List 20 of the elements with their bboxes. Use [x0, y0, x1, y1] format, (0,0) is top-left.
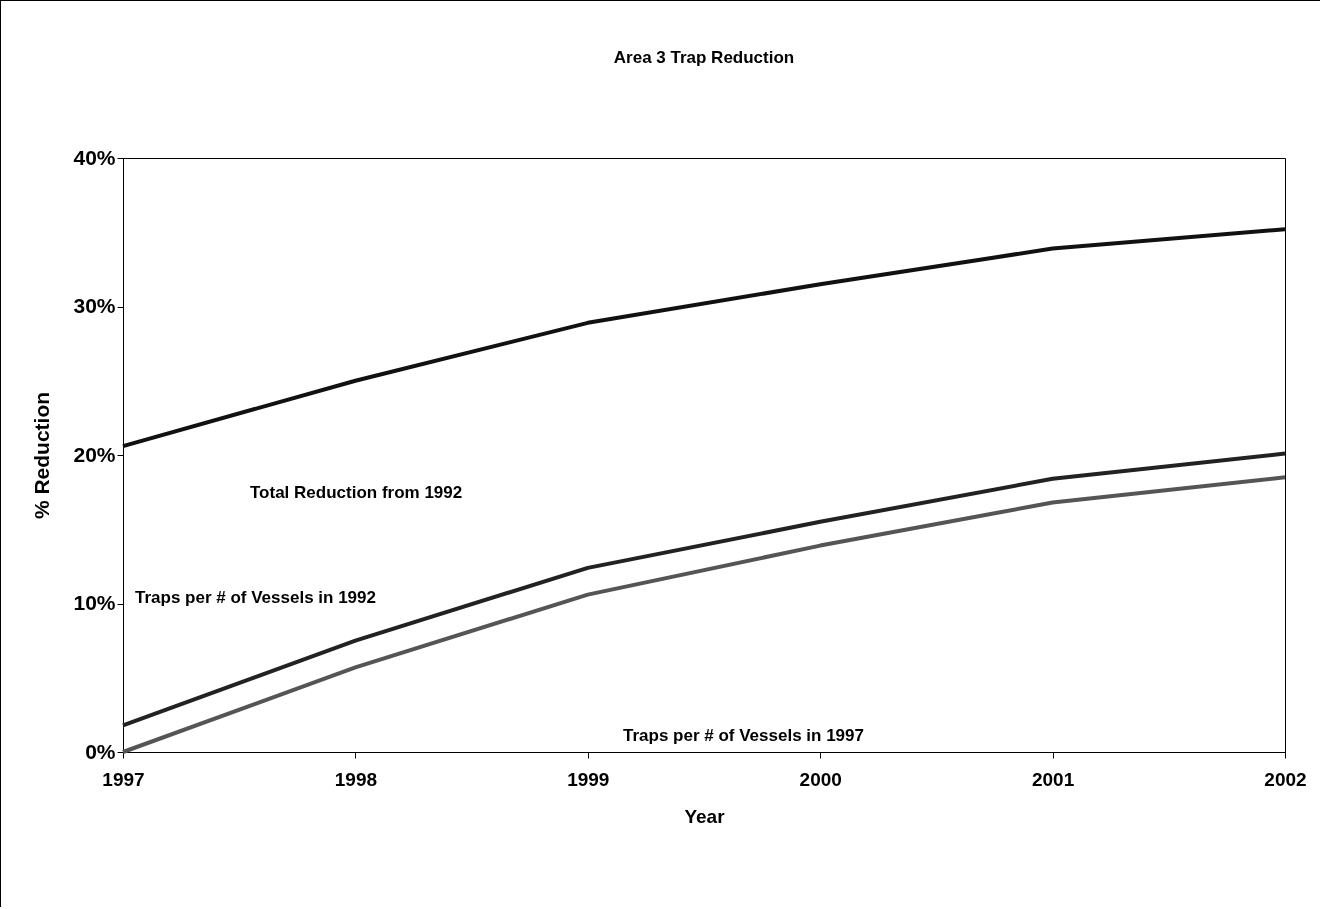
x-tick-label: 2000 [799, 768, 842, 790]
x-tick-label: 1998 [334, 768, 378, 790]
x-tick-label: 1997 [102, 768, 145, 790]
y-axis-title: % Reduction [30, 391, 54, 520]
line-series [121, 475, 1287, 754]
x-axis-title: Year [684, 805, 726, 827]
annotation: Traps per # of Vessels in 1992 [135, 588, 376, 607]
y-tick-label: 0% [85, 739, 116, 763]
x-tick-label: 1999 [567, 768, 610, 790]
line-series [121, 227, 1287, 449]
y-tick-label: 10% [73, 591, 116, 614]
y-tick-label: 40% [73, 145, 116, 169]
chart-title: Area 3 Trap Reduction [613, 48, 795, 67]
x-tick-label: 2002 [1264, 768, 1307, 790]
y-tick-label: 20% [73, 442, 116, 466]
annotation: Traps per # of Vessels in 1997 [623, 726, 864, 745]
line-series [121, 451, 1287, 728]
annotation: Total Reduction from 1992 [250, 483, 463, 502]
x-tick-label: 2001 [1031, 768, 1075, 790]
y-tick-label: 30% [73, 294, 116, 317]
